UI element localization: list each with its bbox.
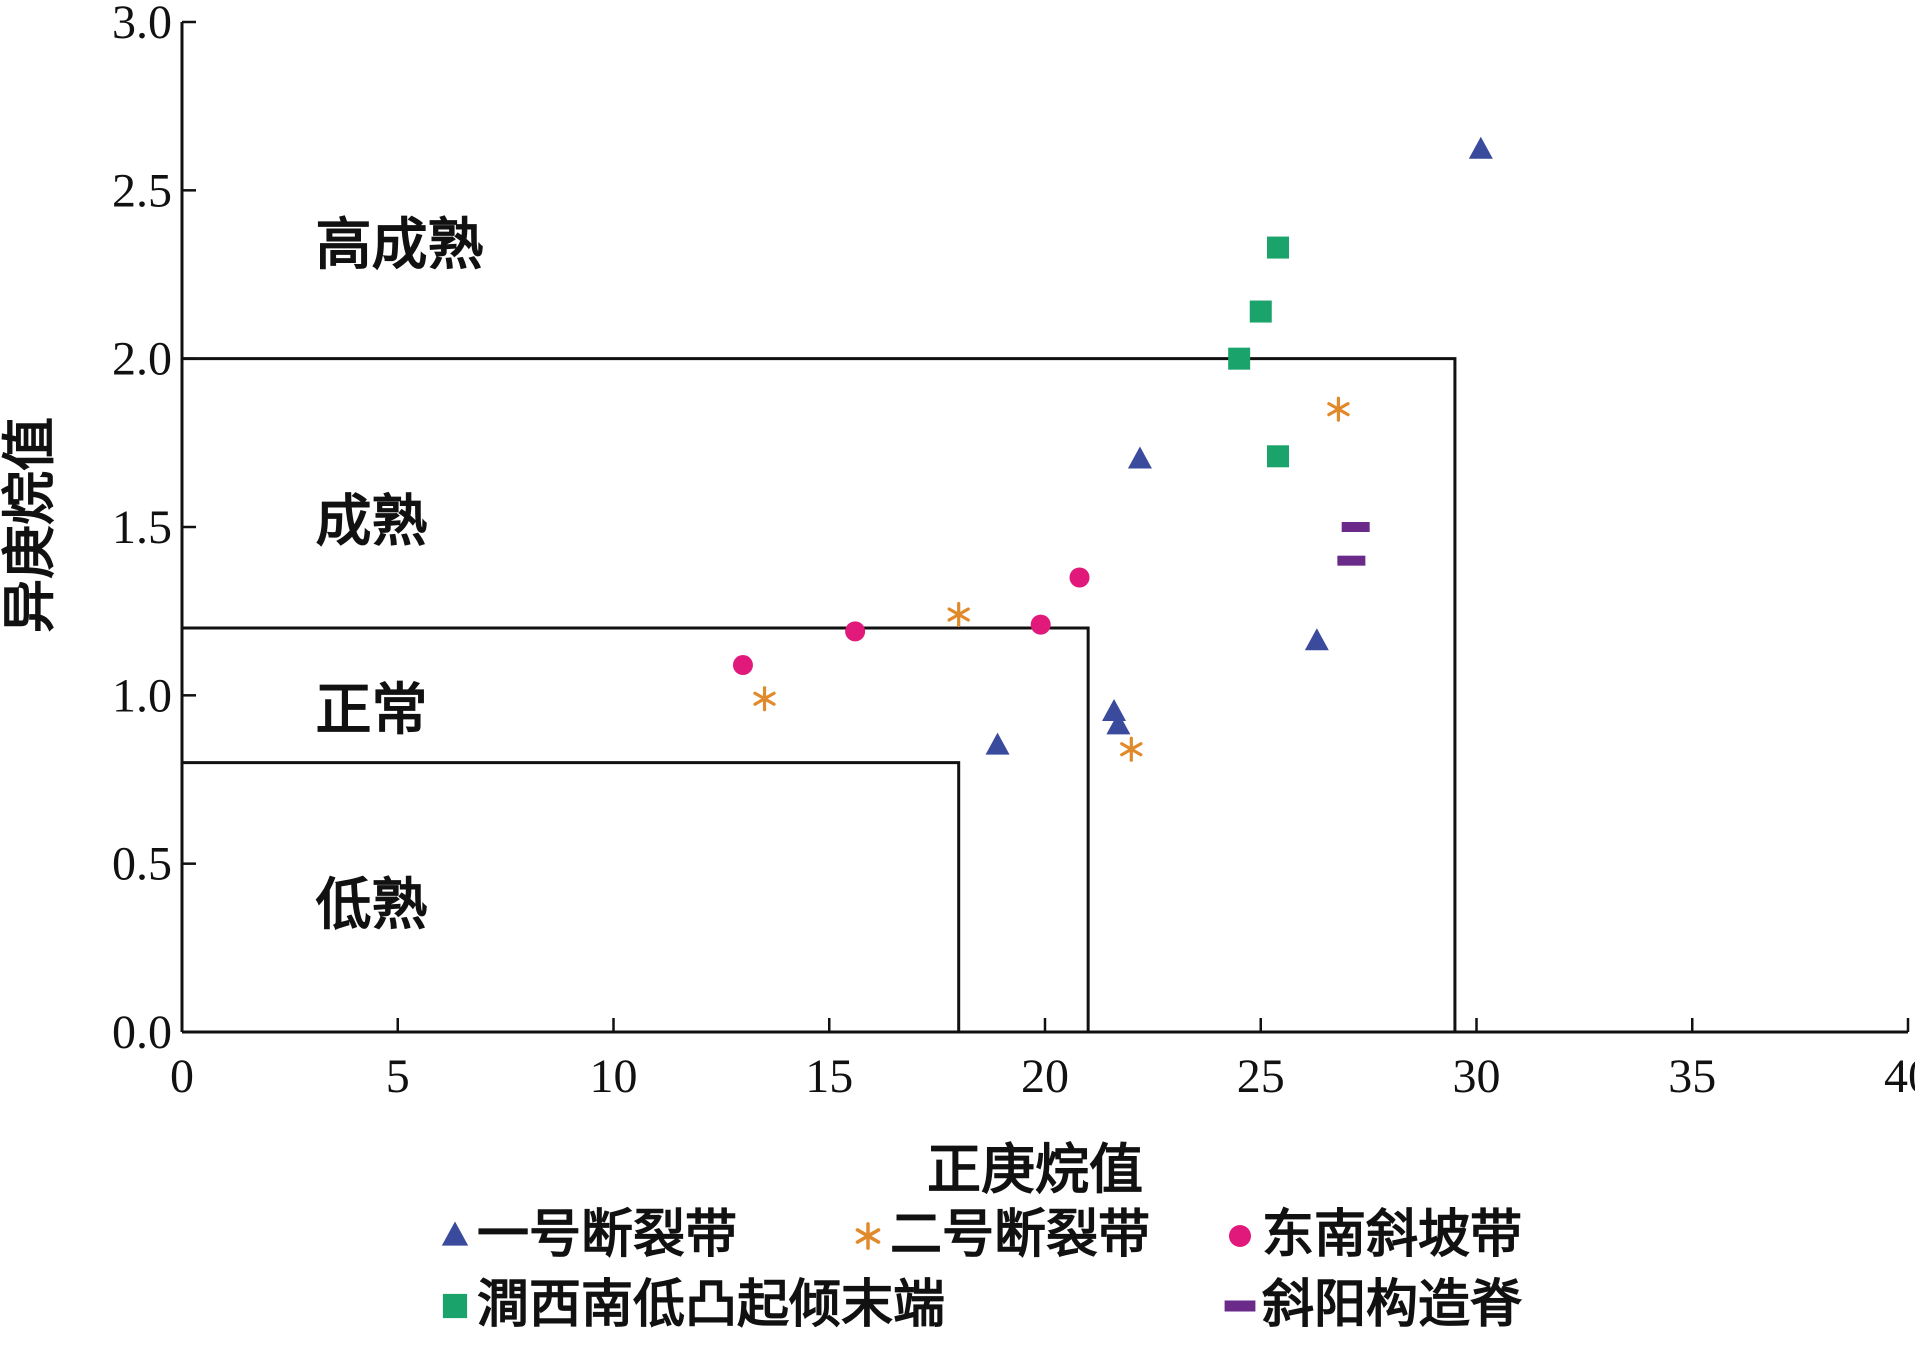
data-point (1267, 236, 1290, 259)
data-point (1069, 567, 1090, 588)
legend-marker (442, 1293, 468, 1319)
region-label: 正常 (315, 680, 427, 742)
x-tick-label: 30 (1453, 1050, 1501, 1103)
data-point (753, 686, 776, 712)
maturity-boundaries (182, 357, 1457, 1032)
y-tick-label: 2.0 (112, 333, 172, 386)
data-point (1337, 555, 1366, 566)
data-point (732, 655, 753, 676)
data-point (1267, 445, 1290, 468)
legend-label: 东南斜坡带 (1262, 1206, 1522, 1264)
legend-marker (1224, 1300, 1256, 1312)
x-tick-label: 25 (1237, 1050, 1285, 1103)
legend-label: 二号断裂带 (890, 1206, 1150, 1264)
data-point (845, 621, 866, 642)
data-point (1030, 614, 1051, 635)
data-point (1249, 300, 1272, 323)
x-tick-label: 5 (386, 1050, 410, 1103)
y-tick-label: 1.0 (112, 669, 172, 722)
region-label: 成熟 (315, 491, 427, 553)
y-tick-label: 3.0 (112, 0, 172, 49)
y-axis-title: 异庚烷值 (0, 417, 60, 633)
region-boundary (182, 626, 1090, 1032)
region-label: 高成熟 (315, 215, 483, 277)
x-axis-title: 正庚烷值 (927, 1140, 1143, 1200)
data-point (1228, 347, 1251, 370)
data-point (1106, 712, 1131, 735)
x-tick-label: 15 (805, 1050, 853, 1103)
legend-marker (441, 1221, 469, 1246)
data-point (1102, 698, 1127, 721)
legend-label: 一号断裂带 (477, 1206, 737, 1264)
region-boundary (182, 357, 1457, 1032)
x-tick-label: 35 (1668, 1050, 1716, 1103)
data-point (1304, 628, 1329, 651)
y-tick-label: 0.0 (112, 1006, 172, 1059)
data-point (947, 601, 970, 628)
y-tick-label: 2.5 (112, 164, 172, 217)
region-boundary (182, 761, 961, 1032)
data-point (1120, 736, 1143, 762)
region-label: 低熟 (315, 875, 427, 937)
x-tick-label: 10 (590, 1050, 638, 1103)
legend-label: 澗西南低凸起倾末端 (477, 1276, 945, 1334)
data-points (732, 136, 1493, 762)
data-point (1127, 446, 1152, 469)
axes: 0 5 10 15 20 25 30 35 40 0.0 0.5 1.0 1.5 2.0 2.5 3.0 (112, 0, 1915, 1103)
data-point (985, 732, 1010, 755)
legend-marker (855, 1222, 881, 1250)
y-tick-label: 1.5 (112, 501, 172, 554)
x-tick-label: 20 (1021, 1050, 1069, 1103)
legend-marker (1229, 1225, 1251, 1247)
legend-label: 斜阳构造脊 (1262, 1276, 1523, 1334)
y-tick-label: 0.5 (112, 838, 172, 891)
x-tick-label: 0 (170, 1050, 194, 1103)
data-point (1341, 522, 1370, 532)
x-tick-label: 40 (1884, 1050, 1915, 1103)
data-point (1468, 136, 1493, 159)
data-point (1327, 396, 1350, 422)
